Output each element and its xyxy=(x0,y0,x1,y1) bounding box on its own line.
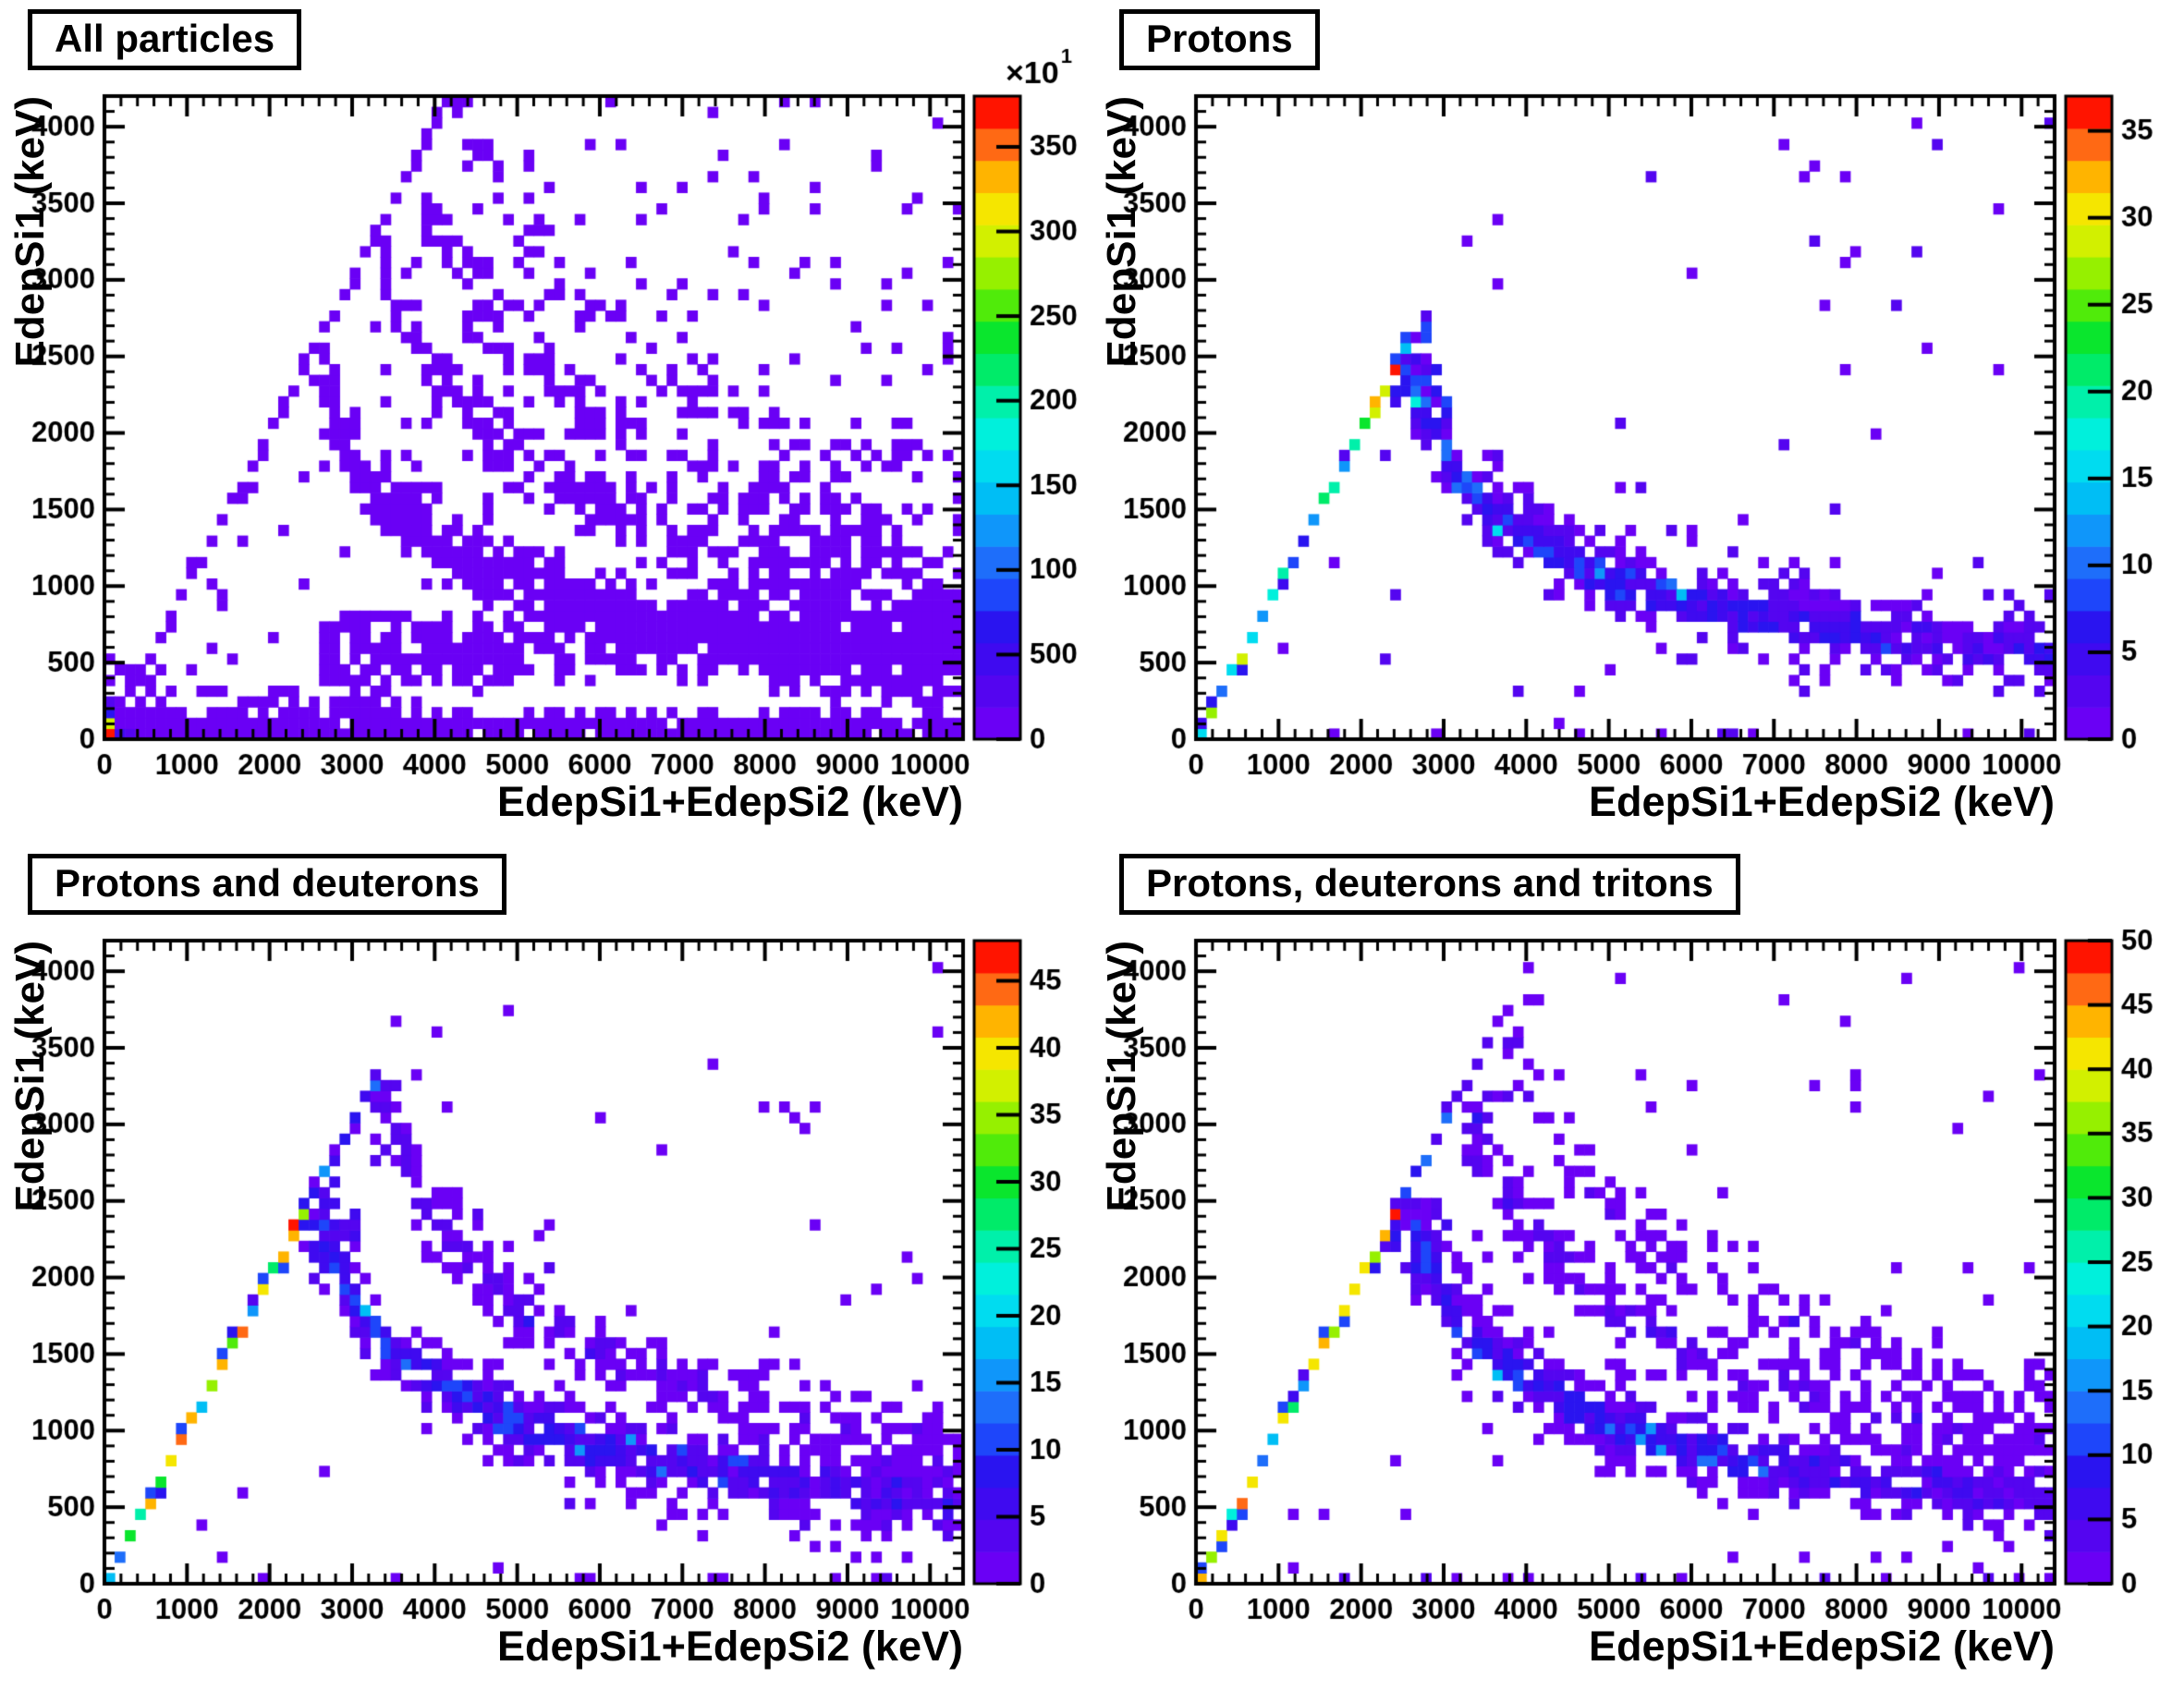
panel-title: Protons xyxy=(1146,17,1293,60)
panel-protons: EdepSi1 (keV) EdepSi1+EdepSi2 (keV) Prot… xyxy=(1092,0,2183,845)
y-axis-title: EdepSi1 (keV) xyxy=(1099,941,1144,1212)
panel-protons-deuterons: EdepSi1 (keV) EdepSi1+EdepSi2 (keV) Prot… xyxy=(0,845,1092,1689)
heatmap-plot-protons-deuterons xyxy=(0,845,1092,1689)
panel-protons-deuterons-tritons: EdepSi1 (keV) EdepSi1+EdepSi2 (keV) Prot… xyxy=(1092,845,2183,1689)
heatmap-plot-protons xyxy=(1092,0,2183,845)
heatmap-plot-protons-deuterons-tritons xyxy=(1092,845,2183,1689)
x-axis-title: EdepSi1+EdepSi2 (keV) xyxy=(497,1623,963,1670)
panel-title: All particles xyxy=(55,17,275,60)
x-axis-title: EdepSi1+EdepSi2 (keV) xyxy=(1589,1623,2055,1670)
x-axis-title: EdepSi1+EdepSi2 (keV) xyxy=(1589,778,2055,825)
panel-title-box: Protons, deuterons and tritons xyxy=(1119,854,1740,915)
panel-title-box: Protons and deuterons xyxy=(28,854,506,915)
y-axis-title: EdepSi1 (keV) xyxy=(1099,96,1144,368)
y-axis-title: EdepSi1 (keV) xyxy=(7,941,53,1212)
heatmap-plot-all-particles xyxy=(0,0,1092,845)
x-axis-title: EdepSi1+EdepSi2 (keV) xyxy=(497,778,963,825)
panel-all-particles: EdepSi1 (keV) EdepSi1+EdepSi2 (keV) All … xyxy=(0,0,1092,845)
y-axis-title: EdepSi1 (keV) xyxy=(7,96,53,368)
panel-title: Protons, deuterons and tritons xyxy=(1146,861,1714,905)
panel-title-box: All particles xyxy=(28,9,302,70)
panel-title-box: Protons xyxy=(1119,9,1320,70)
panel-title: Protons and deuterons xyxy=(55,861,480,905)
